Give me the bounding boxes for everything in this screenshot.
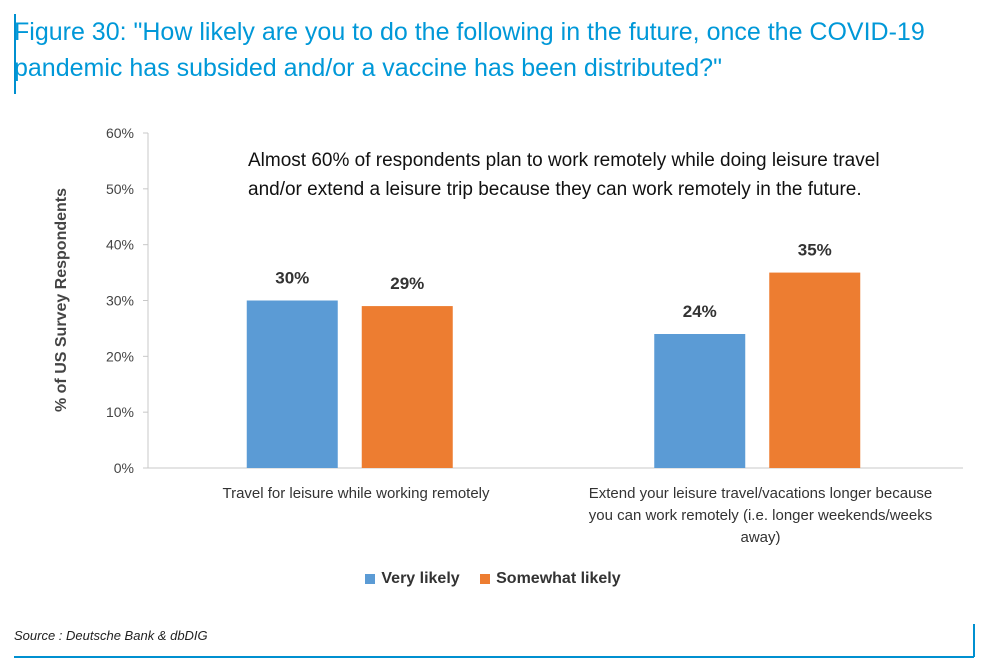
legend-swatch-somewhat-likely — [480, 574, 491, 584]
y-tick-label: 60% — [106, 125, 134, 141]
figure-title-frame — [14, 14, 976, 94]
data-label-somewhat-likely-1: 35% — [798, 241, 832, 260]
y-tick-label: 10% — [106, 404, 134, 420]
figure-title: Figure 30: "How likely are you to do the… — [14, 18, 925, 82]
bar-somewhat-likely-0 — [361, 306, 453, 468]
data-label-very-likely-1: 24% — [683, 302, 717, 321]
legend-swatch-very-likely — [365, 574, 376, 584]
source-frame-right — [973, 624, 975, 657]
legend-item-somewhat-likely: Somewhat likely — [480, 570, 621, 588]
y-axis-title: % of US Survey Respondents — [53, 188, 70, 412]
y-tick-label: 40% — [106, 237, 134, 253]
y-tick-label: 0% — [114, 460, 134, 476]
chart-legend: Very likely Somewhat likely — [0, 570, 986, 589]
bar-very-likely-1 — [654, 334, 746, 468]
category-label-travel-leisure-remote: Travel for leisure while working remotel… — [222, 485, 490, 502]
y-tick-label: 50% — [106, 181, 134, 197]
data-label-somewhat-likely-0: 29% — [390, 274, 424, 293]
category-label-extend-leisure-travel: Extend your leisure travel/vacations lon… — [588, 485, 933, 546]
y-tick-label: 30% — [106, 293, 134, 309]
legend-label-very-likely: Very likely — [381, 570, 460, 587]
legend-item-very-likely: Very likely — [365, 570, 460, 588]
source-note: Source : Deutsche Bank & dbDIG — [14, 628, 208, 643]
bar-very-likely-0 — [246, 300, 338, 468]
chart-annotation: Almost 60% of respondents plan to work r… — [248, 150, 880, 200]
legend-label-somewhat-likely: Somewhat likely — [496, 570, 621, 587]
data-label-very-likely-0: 30% — [275, 269, 309, 288]
y-tick-label: 20% — [106, 348, 134, 364]
source-frame-bottom — [14, 656, 974, 658]
bar-somewhat-likely-1 — [769, 272, 861, 468]
